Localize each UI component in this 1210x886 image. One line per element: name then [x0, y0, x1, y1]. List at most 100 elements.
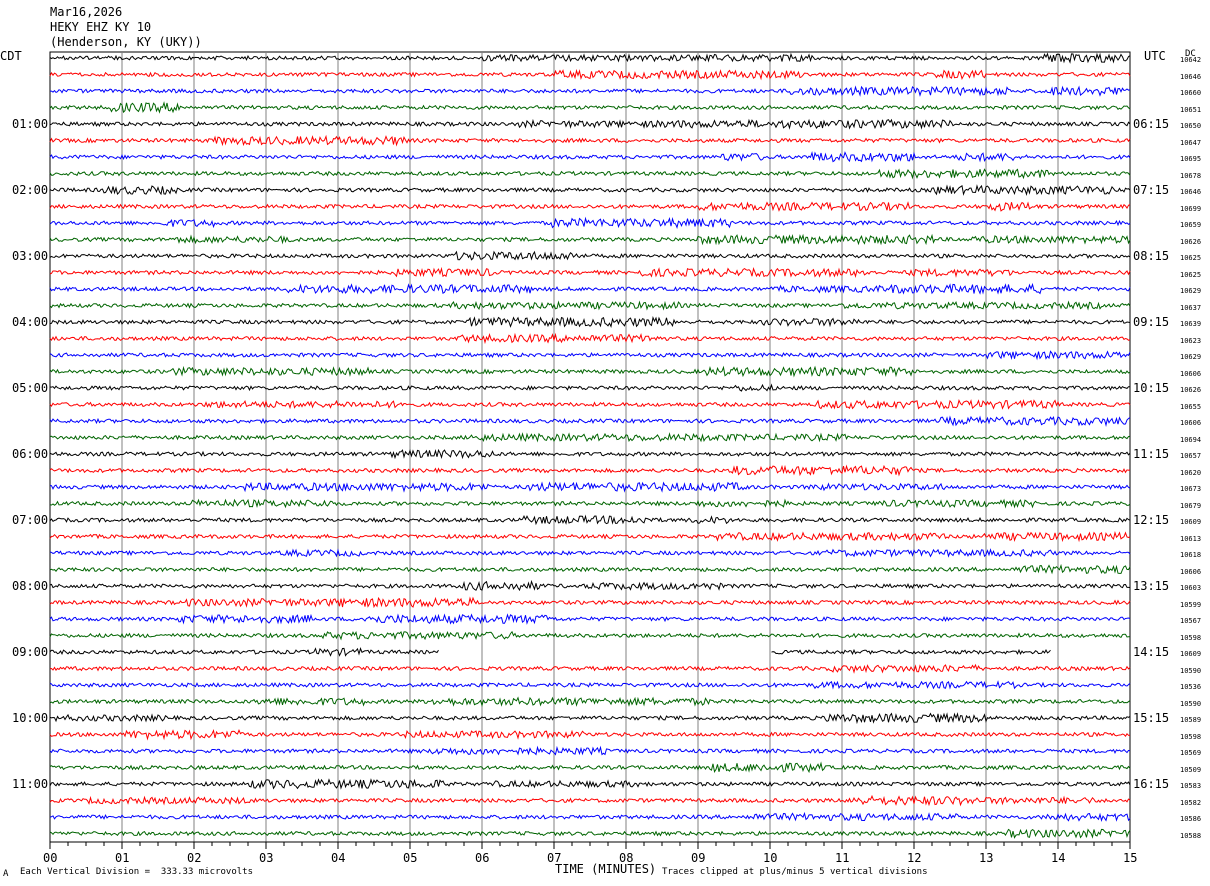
trace-row [49, 563, 1131, 575]
dc-offset-label: 10673 [1180, 485, 1202, 493]
right-hour-label: 06:15 [1133, 117, 1170, 131]
dc-offset-label: 10583 [1180, 782, 1202, 790]
corner-mark: A [3, 869, 9, 879]
trace-row [49, 828, 1131, 839]
dc-offset-label: 10618 [1180, 551, 1202, 559]
x-tick-label: 12 [907, 851, 922, 865]
dc-offset-label: 10629 [1180, 353, 1202, 361]
trace-row [49, 415, 1131, 427]
dc-offset-label: 10567 [1180, 617, 1202, 625]
trace-row [49, 432, 1131, 443]
dc-offset-label: 10637 [1180, 303, 1202, 312]
trace-row [49, 680, 1131, 690]
clip-note: Traces clipped at plus/minus 5 vertical … [662, 867, 928, 877]
trace-row [49, 118, 1131, 130]
trace-row [49, 300, 1131, 311]
dc-offset-label: 10695 [1180, 155, 1202, 163]
trace-row [49, 531, 1131, 543]
x-tick-label: 13 [979, 851, 994, 865]
right-hour-label: 15:15 [1133, 711, 1170, 725]
left-hour-label: 01:00 [12, 117, 49, 131]
left-hour-label: 05:00 [12, 381, 49, 395]
dc-offset-label: 10606 [1180, 419, 1202, 427]
left-hour-label: 11:00 [12, 777, 49, 791]
plot-date: Mar16,2026 [50, 5, 123, 19]
trace-row [49, 448, 1131, 460]
minute-grid [49, 51, 1131, 843]
dc-offset-label: 10679 [1180, 501, 1202, 510]
dc-offset-label: 10606 [1180, 369, 1202, 378]
dc-offset-label: 10629 [1180, 287, 1202, 295]
dc-offset-label: 10586 [1180, 815, 1202, 823]
trace-row [49, 630, 1131, 641]
trace-row [49, 498, 1131, 509]
dc-offset-label: 10647 [1180, 138, 1202, 147]
x-axis-title: TIME (MINUTES) [555, 862, 657, 876]
x-tick-label: 07 [547, 851, 562, 865]
left-hour-label: 07:00 [12, 513, 49, 527]
trace-row [49, 266, 1131, 278]
trace-row [50, 85, 1131, 97]
left-hour-label: 02:00 [12, 183, 49, 197]
x-tick-label: 08 [619, 851, 634, 865]
right-hour-label: 10:15 [1133, 381, 1170, 395]
trace-row [49, 761, 1131, 774]
trace-row [49, 613, 1131, 625]
left-hour-label: 09:00 [12, 645, 49, 659]
left-hour-label: 04:00 [12, 315, 49, 329]
trace-row [49, 794, 1131, 807]
trace-row [49, 728, 1131, 741]
dc-offset-label: 10655 [1180, 402, 1202, 411]
left-timezone-label: CDT [0, 49, 22, 63]
dc-offset-label: 10509 [1180, 765, 1202, 774]
trace-row [49, 201, 1131, 212]
trace-row [49, 52, 1131, 64]
trace-row [49, 134, 1131, 147]
dc-offset-label: 10626 [1180, 386, 1202, 394]
trace-row [49, 548, 1131, 558]
trace-row [49, 663, 1131, 674]
right-hour-label: 11:15 [1133, 447, 1170, 461]
dc-offset-label: 10659 [1180, 221, 1202, 229]
trace-row [49, 514, 1131, 526]
dc-offset-label: 10646 [1180, 72, 1202, 81]
time-axis [49, 841, 1131, 849]
trace-row [49, 101, 1131, 114]
trace-row [49, 233, 1131, 246]
trace-row [49, 696, 1131, 708]
dc-offset-label: 10642 [1180, 56, 1202, 64]
dc-offset-label: 10625 [1180, 254, 1202, 262]
trace-row [49, 216, 1131, 230]
dc-offset-label: 10598 [1180, 633, 1202, 642]
x-tick-label: 02 [187, 851, 202, 865]
right-hour-label: 13:15 [1133, 579, 1170, 593]
right-hour-label: 14:15 [1133, 645, 1170, 659]
trace-row [49, 579, 1131, 592]
dc-offset-label: 10536 [1180, 683, 1202, 691]
x-tick-label: 09 [691, 851, 706, 865]
dc-offset-label: 10639 [1180, 320, 1202, 328]
dc-offset-label: 10660 [1180, 89, 1202, 97]
right-hour-label: 12:15 [1133, 513, 1170, 527]
right-hour-label: 07:15 [1133, 183, 1170, 197]
trace-row [49, 168, 1131, 180]
dc-offset-label: 10646 [1180, 188, 1202, 196]
trace-row [49, 712, 1131, 725]
dc-offset-label: 10590 [1180, 699, 1202, 708]
right-hour-label: 08:15 [1133, 249, 1170, 263]
trace-row [49, 745, 1131, 756]
trace-row [49, 464, 1131, 477]
left-hour-label: 03:00 [12, 249, 49, 263]
trace-row [49, 184, 1131, 196]
x-tick-label: 10 [763, 851, 778, 865]
dc-offset-label: 10609 [1180, 518, 1202, 526]
trace-row [49, 399, 1131, 410]
trace-row [49, 383, 1130, 392]
dc-offset-label: 10598 [1180, 732, 1202, 741]
left-hour-label: 08:00 [12, 579, 49, 593]
left-hour-label: 10:00 [12, 711, 49, 725]
dc-header: DC [1185, 49, 1196, 59]
dc-offset-label: 10620 [1180, 468, 1202, 477]
trace-row [49, 316, 1131, 328]
x-tick-label: 04 [331, 851, 346, 865]
